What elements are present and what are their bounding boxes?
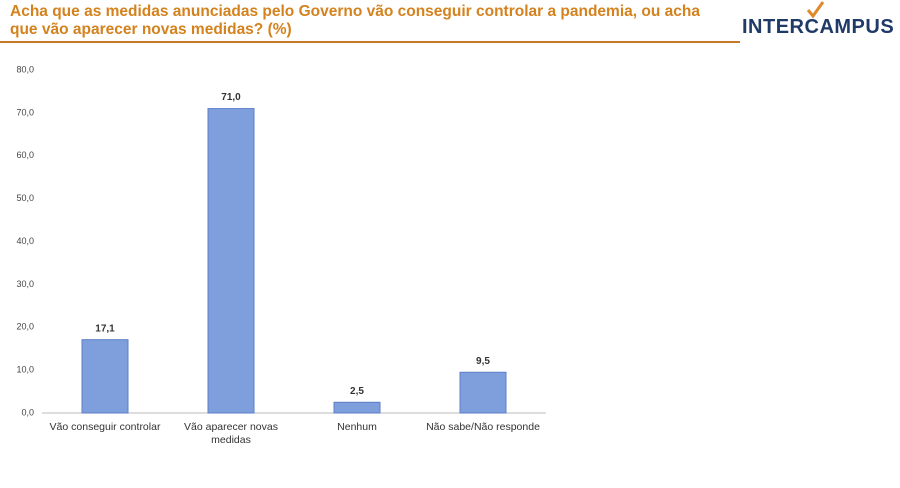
bar	[459, 371, 507, 414]
bar	[81, 339, 129, 414]
value-label: 17,1	[95, 323, 115, 334]
bar	[207, 108, 255, 414]
logo: INTERCAMPUS	[742, 16, 895, 38]
x-tick-label: Não sabe/Não responde	[426, 421, 540, 433]
x-tick-label: Vão aparecer novas medidas	[184, 421, 278, 446]
y-tick-label: 10,0	[16, 365, 34, 375]
y-tick-label: 70,0	[16, 107, 34, 117]
title-rule	[0, 41, 740, 43]
bar	[333, 401, 381, 414]
y-tick-label: 0,0	[21, 407, 34, 417]
y-tick-label: 30,0	[16, 279, 34, 289]
y-tick-label: 50,0	[16, 193, 34, 203]
value-label: 9,5	[476, 356, 490, 367]
y-tick-label: 80,0	[16, 64, 34, 74]
value-label: 71,0	[221, 92, 241, 103]
x-tick-label: Vão conseguir controlar	[49, 421, 161, 433]
logo-check	[806, 1, 825, 19]
y-tick-label: 40,0	[16, 236, 34, 246]
y-tick-label: 60,0	[16, 150, 34, 160]
y-tick-label: 20,0	[16, 322, 34, 332]
chart-title: Acha que as medidas anunciadas pelo Gove…	[10, 3, 700, 38]
x-tick-label: Nenhum	[337, 421, 377, 433]
value-label: 2,5	[350, 386, 364, 397]
